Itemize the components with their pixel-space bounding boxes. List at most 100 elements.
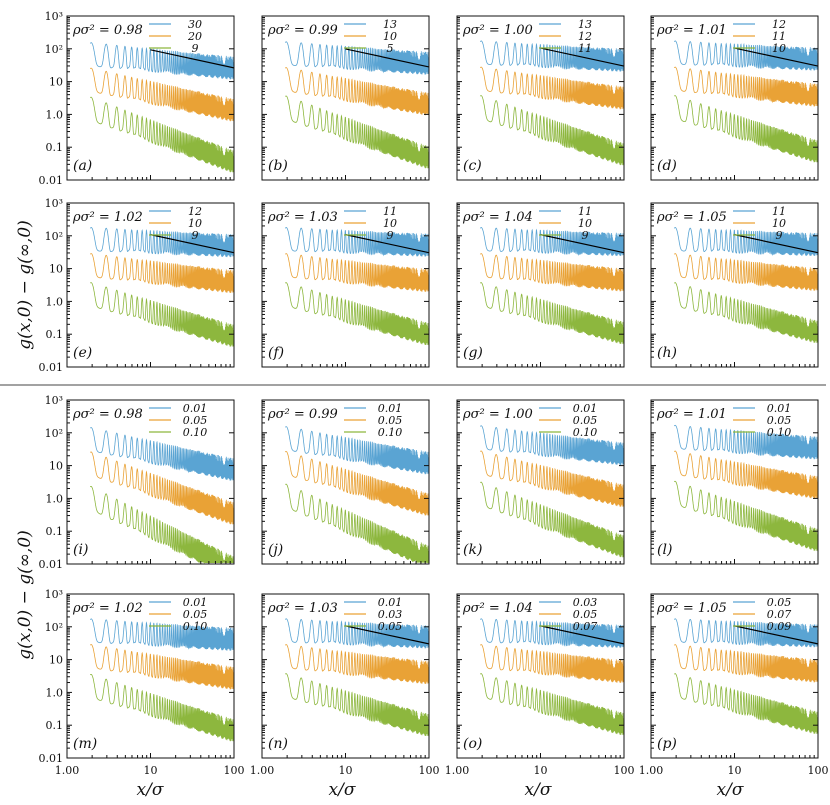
legend-entry: 0.10: [183, 426, 208, 439]
legend-entry: 9: [776, 229, 783, 242]
legend-entry: 0.05: [767, 414, 792, 427]
panel-letter: (d): [657, 158, 677, 174]
legend-entry: 0.05: [378, 620, 403, 633]
y-tick-label: 0.1: [46, 328, 64, 341]
panel-letter: (a): [73, 158, 92, 174]
series-line-12: [673, 40, 818, 71]
legend-entry: 0.05: [183, 414, 208, 427]
legend-entry: 9: [192, 229, 199, 242]
series-line-0.10: [284, 483, 429, 563]
reference-line: [734, 625, 818, 645]
reference-line: [150, 234, 234, 254]
y-tick-label: 1.0: [46, 295, 64, 308]
panel-title: ρσ² = 1.04: [462, 601, 533, 616]
x-tick-label: 100: [614, 764, 635, 777]
panel-title: ρσ² = 1.04: [462, 210, 533, 225]
series-line-0.01: [284, 618, 429, 649]
series-line-0.01: [284, 426, 429, 475]
legend-entry: 0.03: [573, 596, 598, 609]
panel-m: 0.01 0.1 1.0 10 10² 10³ 1.00 10 100 ρσ² = 1.02 0.0…: [39, 588, 245, 777]
legend-entry: 12: [188, 205, 202, 218]
series-line-10: [89, 253, 234, 294]
series-line-0.05: [284, 673, 429, 737]
legend-entry: 11: [383, 205, 397, 218]
reference-line: [345, 625, 429, 645]
y-tick-label: 0.1: [46, 719, 64, 732]
legend-entry: 10: [383, 30, 397, 43]
panel-title: ρσ² = 0.99: [267, 23, 338, 38]
legend-entry: 11: [772, 205, 786, 218]
legend-entry: 0.01: [573, 402, 598, 415]
panel-title: ρσ² = 1.03: [267, 601, 338, 616]
series-line-0.09: [673, 673, 818, 735]
series-line-10: [284, 67, 429, 116]
panel-title: ρσ² = 0.98: [72, 407, 143, 422]
legend-entry: 30: [188, 18, 202, 31]
reference-line: [345, 234, 429, 254]
series-line-0.01: [89, 427, 234, 481]
panel-title: ρσ² = 1.01: [656, 407, 727, 422]
panel-letter: (o): [463, 736, 482, 752]
y-tick-label: 0.01: [39, 174, 64, 187]
series-line-10: [479, 253, 624, 292]
series-line-12: [89, 227, 234, 258]
plot-area: [284, 426, 429, 563]
panel-title: ρσ² = 1.02: [72, 601, 143, 616]
series-line-0.05: [89, 451, 234, 525]
series-line-5: [284, 95, 429, 169]
series-line-0.05: [673, 618, 818, 648]
series-line-11: [673, 66, 818, 107]
legend-entry: 0.01: [378, 596, 403, 609]
plot-area: [479, 425, 624, 558]
panel-letter: (b): [268, 158, 288, 174]
reference-line: [345, 48, 429, 68]
y-tick-label: 10³: [45, 394, 63, 407]
series-line-9: [673, 282, 818, 344]
series-line-0.03: [284, 644, 429, 685]
series-line-0.01: [479, 425, 624, 466]
y-tick-label: 10²: [45, 427, 63, 440]
panel-letter: (j): [268, 542, 283, 558]
x-axis-title-col2: x/σ: [329, 780, 356, 800]
series-line-9: [284, 282, 429, 346]
series-line-9: [89, 96, 234, 173]
plot-area: [479, 227, 624, 345]
panel-title: ρσ² = 1.00: [462, 23, 533, 38]
series-line-11: [479, 95, 624, 166]
x-tick-label: 1.00: [250, 764, 275, 777]
series-line-30: [89, 42, 234, 80]
legend-entry: 0.05: [767, 596, 792, 609]
series-line-10: [673, 253, 818, 291]
legend-entry: 12: [578, 30, 592, 43]
legend-entry: 11: [578, 42, 592, 55]
panel-letter: (p): [657, 736, 677, 752]
legend-entry: 10: [188, 217, 202, 230]
panel-title: ρσ² = 1.02: [72, 210, 143, 225]
legend-entry: 11: [578, 205, 592, 218]
panel-letter: (c): [463, 158, 482, 174]
plot-area: [673, 227, 818, 344]
series-line-0.10: [479, 481, 624, 558]
x-axis-title-col4: x/σ: [717, 780, 744, 800]
x-tick-label: 10: [144, 764, 158, 777]
series-line-12: [479, 66, 624, 110]
panel-letter: (e): [73, 345, 92, 361]
y-tick-label: 10³: [45, 197, 63, 210]
y-tick-label: 10³: [45, 10, 63, 23]
legend-entry: 10: [578, 217, 592, 230]
legend-entry: 0.07: [573, 620, 598, 633]
x-tick-label: 100: [419, 764, 440, 777]
x-tick-label: 10: [534, 764, 548, 777]
legend-entry: 20: [187, 30, 202, 43]
plot-area: [89, 42, 234, 173]
plot-area: [284, 618, 429, 737]
x-axis-title-col1: x/σ: [137, 780, 164, 800]
y-tick-label: 0.01: [39, 361, 64, 374]
plot-area: [673, 424, 818, 552]
y-tick-label: 1.0: [46, 686, 64, 699]
